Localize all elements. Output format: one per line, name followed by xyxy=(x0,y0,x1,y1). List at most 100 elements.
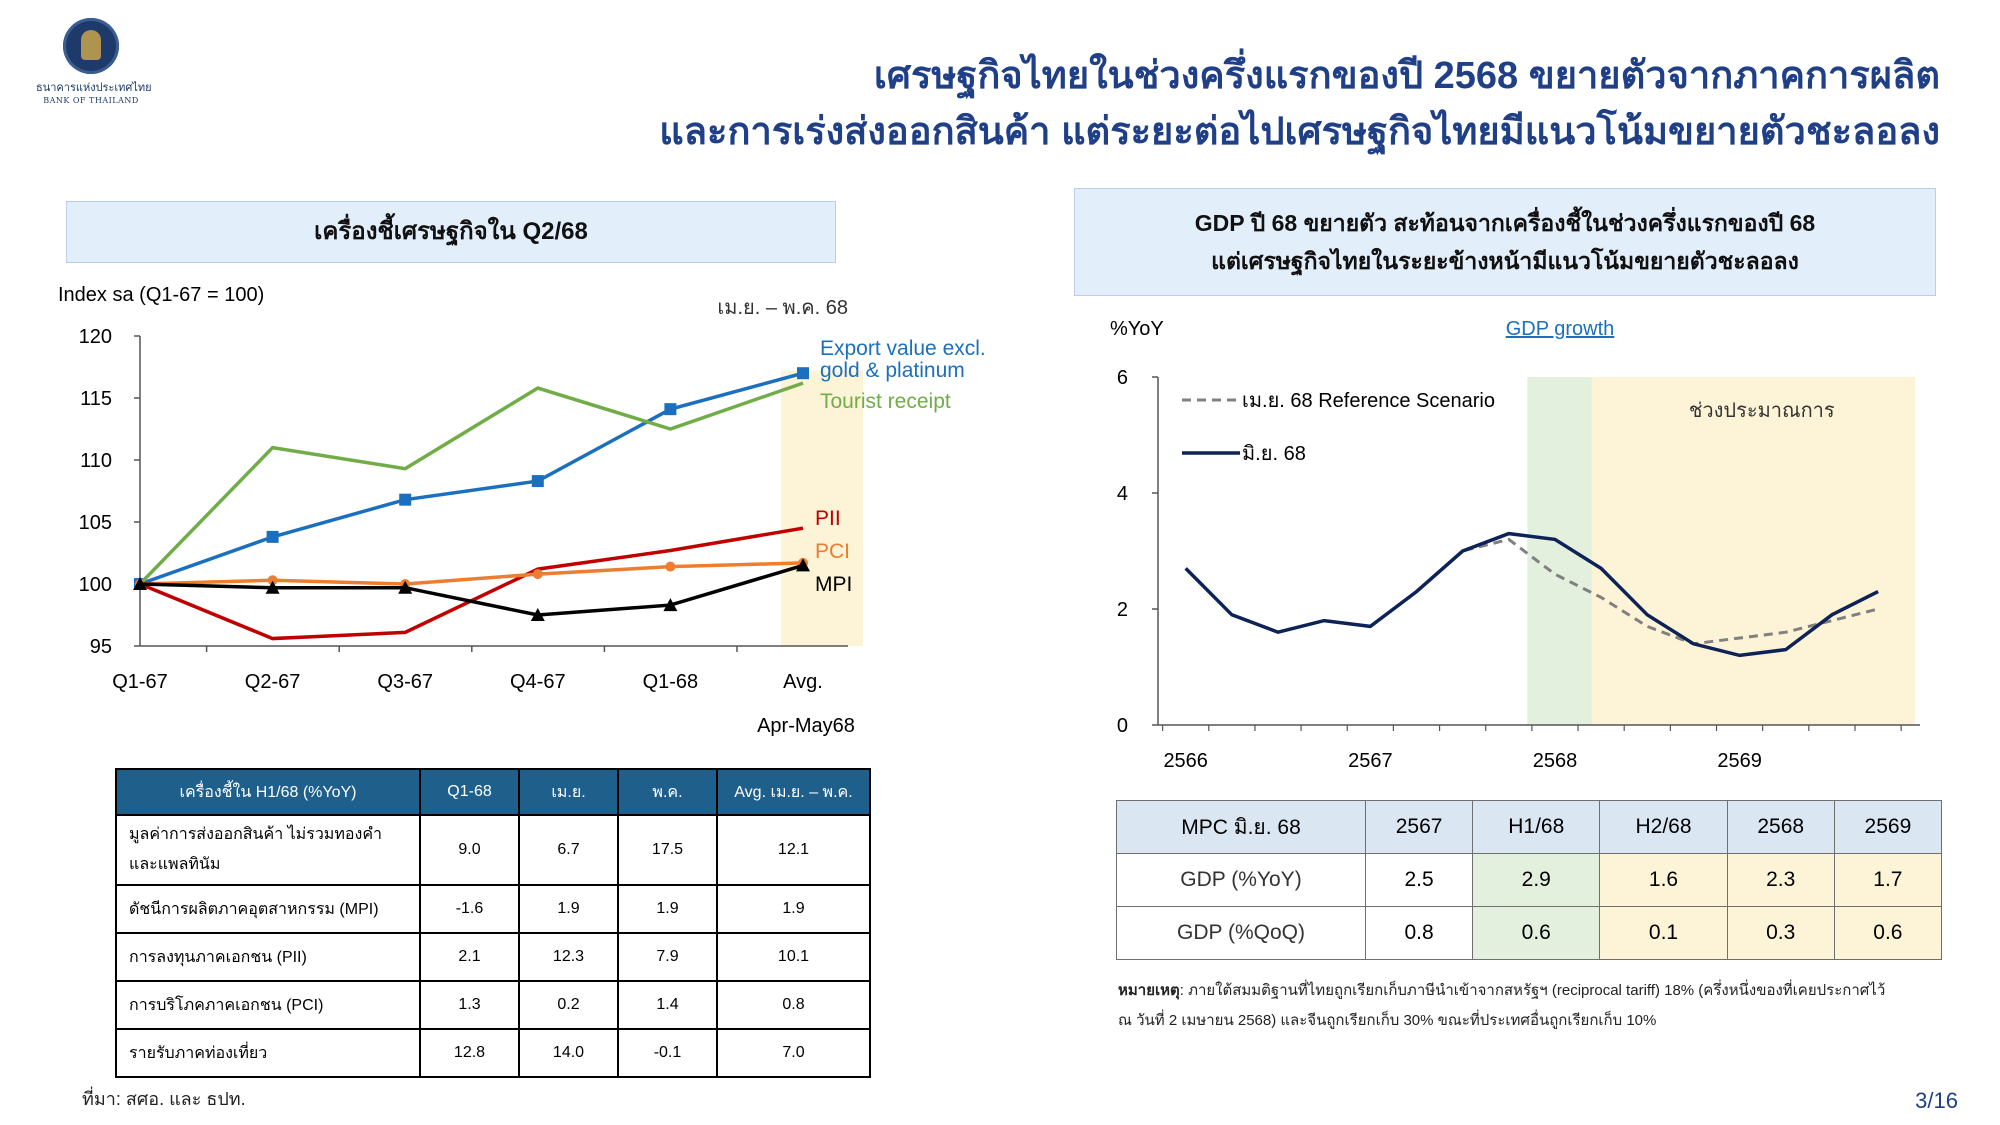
row-label: การลงทุนภาคเอกชน (PII) xyxy=(115,932,421,982)
footnote-text: : ภายใต้สมมติฐานที่ไทยถูกเรียกเก็บภาษีนำ… xyxy=(1179,982,1886,999)
x-tick-label: Q2-67 xyxy=(245,671,301,693)
table-cell: 7.9 xyxy=(617,932,718,982)
data-point xyxy=(664,403,677,416)
table-cell: 9.0 xyxy=(419,814,520,886)
actual-h1-shade xyxy=(1527,377,1592,725)
table-header-row: MPC มิ.ย. 68 2567 H1/68 H2/68 2568 2569 xyxy=(1116,800,1943,854)
table-cell: 1.3 xyxy=(419,980,520,1030)
table-cell: 1.9 xyxy=(617,884,718,934)
data-point xyxy=(532,569,543,580)
row-label: มูลค่าการส่งออกสินค้า ไม่รวมทองคำ และแพล… xyxy=(115,814,421,886)
row-label-line2: และแพลทินัม xyxy=(129,856,221,873)
y-tick-label: 115 xyxy=(80,388,112,410)
table-header-cell: 2568 xyxy=(1726,800,1835,854)
series-label: gold & platinum xyxy=(820,359,965,382)
shaded-period xyxy=(781,370,863,646)
table-header-cell: เครื่องชี้ใน H1/68 (%YoY) xyxy=(115,768,421,816)
table-cell: 1.4 xyxy=(617,980,718,1030)
data-point xyxy=(531,475,544,488)
series-line xyxy=(139,561,804,586)
table-header-cell: Avg. เม.ย. – พ.ค. xyxy=(716,768,871,816)
table-cell: 12.3 xyxy=(518,932,619,982)
series-label: PCI xyxy=(815,540,850,563)
table-row: การลงทุนภาคเอกชน (PII) 2.1 12.3 7.9 10.1 xyxy=(115,932,871,982)
table-header-cell: Q1-68 xyxy=(419,768,520,816)
x-tick-label: Q1-67 xyxy=(112,671,168,693)
table-cell: 0.8 xyxy=(716,980,871,1030)
table-header-cell: เม.ย. xyxy=(518,768,619,816)
y-tick-label: 6 xyxy=(1117,367,1128,389)
row-label: รายรับภาคท่องเที่ยว xyxy=(115,1028,421,1078)
legend-label: มิ.ย. 68 xyxy=(1242,443,1306,465)
table-header-cell: MPC มิ.ย. 68 xyxy=(1116,800,1366,854)
bot-logo: ธนาคารแห่งประเทศไทย BANK OF THAILAND xyxy=(36,18,152,105)
x-tick-label: Q1-68 xyxy=(643,671,699,693)
page-title-line1: เศรษฐกิจไทยในช่วงครึ่งแรกของปี 2568 ขยาย… xyxy=(873,55,1940,97)
table-row: การบริโภคภาคเอกชน (PCI) 1.3 0.2 1.4 0.8 xyxy=(115,980,871,1030)
table-row: มูลค่าการส่งออกสินค้า ไม่รวมทองคำ และแพล… xyxy=(115,814,871,886)
series-line xyxy=(1184,531,1879,658)
table-cell: 2.9 xyxy=(1472,853,1601,907)
data-point xyxy=(796,558,810,572)
table-cell: 1.9 xyxy=(716,884,871,934)
table-cell: 10.1 xyxy=(716,932,871,982)
table-header-row: เครื่องชี้ใน H1/68 (%YoY) Q1-68 เม.ย. พ.… xyxy=(115,768,871,816)
table-cell: 0.6 xyxy=(1472,906,1601,960)
bot-emblem-icon xyxy=(63,18,119,74)
table-cell: 12.1 xyxy=(716,814,871,886)
table-cell: -0.1 xyxy=(617,1028,718,1078)
data-point xyxy=(267,575,278,586)
x-tick-label: Q4-67 xyxy=(510,671,566,693)
y-axis-label: %YoY xyxy=(1110,318,1164,340)
y-tick-label: 110 xyxy=(80,450,112,472)
data-point xyxy=(663,598,678,612)
right-header-line2: แต่เศรษฐกิจไทยในระยะข้างหน้ามีแนวโน้มขยา… xyxy=(1211,248,1799,274)
y-tick-label: 95 xyxy=(90,636,112,658)
table-cell: 0.3 xyxy=(1726,906,1835,960)
forecast-shade xyxy=(1591,377,1915,725)
data-point xyxy=(665,561,676,572)
table-cell: 2.1 xyxy=(419,932,520,982)
table-cell: 0.2 xyxy=(518,980,619,1030)
forecast-label: ช่วงประมาณการ xyxy=(1689,400,1835,422)
page-number: 3/16 xyxy=(1915,1088,1958,1113)
table-cell: 17.5 xyxy=(617,814,718,886)
left-section-header: เครื่องชี้เศรษฐกิจใน Q2/68 xyxy=(66,201,836,263)
row-label: GDP (%QoQ) xyxy=(1116,906,1366,960)
x-tick-label: 2567 xyxy=(1348,750,1393,772)
table-row: GDP (%YoY) 2.5 2.9 1.6 2.3 1.7 xyxy=(1116,853,1943,907)
data-point xyxy=(265,580,280,594)
table-cell: -1.6 xyxy=(419,884,520,934)
y-tick-label: 120 xyxy=(79,326,112,348)
table-header-cell: H2/68 xyxy=(1599,800,1728,854)
source-note: ที่มา: สศอ. และ ธปท. xyxy=(82,1089,246,1109)
series-label: MPI xyxy=(815,573,852,596)
data-point xyxy=(797,367,809,380)
logo-thai-text: ธนาคารแห่งประเทศไทย xyxy=(36,81,152,94)
x-tick-label: 2569 xyxy=(1717,750,1762,772)
table-cell: 7.0 xyxy=(716,1028,871,1078)
table-row: ดัชนีการผลิตภาคอุตสาหกรรม (MPI) -1.6 1.9… xyxy=(115,884,871,934)
y-tick-label: 100 xyxy=(79,574,112,596)
table-row: รายรับภาคท่องเที่ยว 12.8 14.0 -0.1 7.0 xyxy=(115,1028,871,1078)
row-label: GDP (%YoY) xyxy=(1116,853,1366,907)
table-header-cell: 2567 xyxy=(1364,800,1474,854)
table-cell: 1.7 xyxy=(1833,853,1943,907)
data-point xyxy=(399,493,412,506)
y-tick-label: 105 xyxy=(79,512,112,534)
mpc-forecast-table: MPC มิ.ย. 68 2567 H1/68 H2/68 2568 2569 … xyxy=(1116,800,1943,960)
series-label: PII xyxy=(815,507,841,530)
x-extra-label: Apr-May68 xyxy=(757,715,855,737)
indicator-line-chart: เม.ย. – พ.ค. 68 95 100 105 110 115 120 Q1-67 Q2-… xyxy=(58,284,986,737)
page-title-line2: และการเร่งส่งออกสินค้า แต่ระยะต่อไปเศรษฐ… xyxy=(659,111,1940,153)
y-axis-label: Index sa (Q1-67 = 100) xyxy=(58,284,264,306)
footnote: หมายเหตุ: ภายใต้สมมติฐานที่ไทยถูกเรียกเก… xyxy=(1118,976,1948,1036)
row-label-line1: มูลค่าการส่งออกสินค้า ไม่รวมทองคำ xyxy=(129,826,382,843)
table-cell: 2.5 xyxy=(1364,853,1474,907)
shaded-period-label: เม.ย. – พ.ค. 68 xyxy=(717,297,848,319)
table-header-cell: พ.ค. xyxy=(617,768,718,816)
series-label: Export value excl. xyxy=(820,337,986,360)
data-point xyxy=(398,580,413,594)
right-section-header: GDP ปี 68 ขยายตัว สะท้อนจากเครื่องชี้ในช… xyxy=(1074,188,1936,296)
row-label: การบริโภคภาคเอกชน (PCI) xyxy=(115,980,421,1030)
